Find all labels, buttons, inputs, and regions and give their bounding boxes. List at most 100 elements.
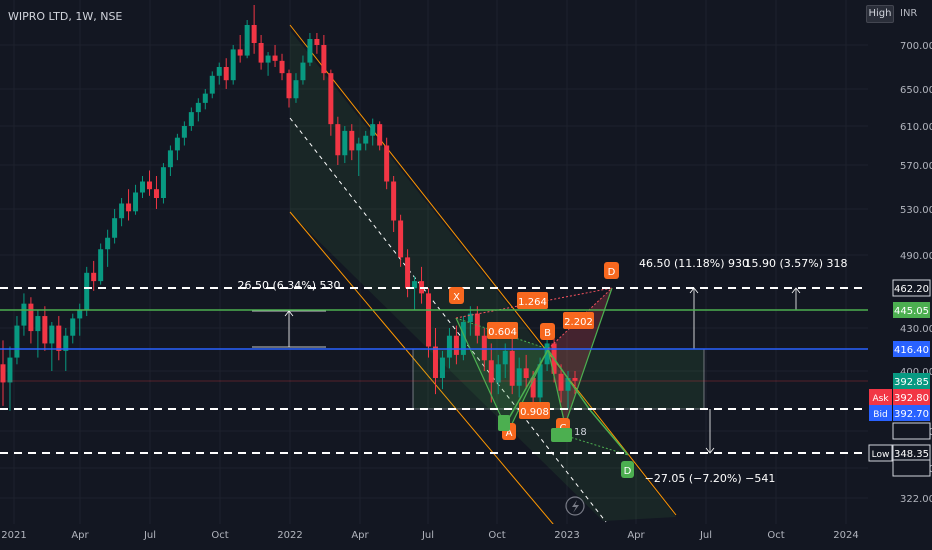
candle-14 [98,243,104,285]
candle-59 [412,276,418,311]
candle-31 [216,62,222,85]
candle-73 [509,335,515,395]
candle-75 [523,354,529,390]
svg-text:0.604: 0.604 [488,327,517,338]
candles [0,5,578,411]
candle-57 [398,214,404,267]
svg-text:18: 18 [574,427,587,438]
candle-27 [188,107,194,131]
measure-label-2: 46.50 (11.18%) 930 [639,257,749,270]
price-tag-6: 348.35 Low [868,444,931,462]
svg-text:B: B [544,328,551,339]
ratio-2202-label: 2.202 [563,312,594,329]
candle-38 [265,52,271,76]
svg-text:D: D [608,267,616,278]
candle-46 [321,35,327,81]
alert-icon [565,496,585,516]
candle-42 [293,73,299,103]
candle-20 [140,176,146,198]
x-tick-3: Oct [211,530,228,541]
x-tick-7: Oct [488,530,505,541]
candle-47 [328,69,334,136]
candle-17 [119,198,125,227]
candle-61 [426,288,432,358]
candle-12 [84,266,90,317]
candle-32 [223,58,229,89]
second-point-c-label: C [551,428,572,442]
price-tag-1: 445.05 [893,302,930,318]
price-tag-3: 392.85 [893,373,930,389]
price-tags: 462.20 445.05 416.40 392.85 392.80 Ask 392.70 B… [868,279,931,477]
candle-18 [126,189,132,221]
candle-66 [460,316,466,361]
y-tick-4: 530.00 [900,205,932,216]
svg-text:1.264: 1.264 [518,297,547,308]
candle-8 [56,316,62,361]
svg-text:392.85: 392.85 [894,377,929,388]
svg-text:416.40: 416.40 [894,345,929,356]
candle-56 [391,176,397,232]
candle-41 [286,69,292,108]
svg-text:Bid: Bid [873,410,887,420]
candle-37 [258,35,264,70]
svg-text:Ask: Ask [872,394,889,404]
candle-54 [377,121,383,151]
candle-78 [544,335,550,371]
candle-34 [237,35,243,63]
candle-4 [28,297,34,344]
symbol-title: WIPRO LTD, 1W, NSE [8,10,123,23]
second-pattern-lines [504,348,629,456]
svg-text:X: X [453,292,460,303]
candle-2 [14,316,20,365]
y-tick-0: 700.00 [900,41,932,52]
candle-64 [446,328,452,369]
second-ratio-label: 18 [574,427,587,438]
candle-24 [167,145,173,176]
candle-70 [488,343,494,403]
candle-43 [300,55,306,85]
svg-text:Low: Low [872,450,890,460]
candle-44 [307,33,313,67]
candle-53 [370,118,376,146]
high-button[interactable]: High [866,5,894,23]
point-x-label: X [449,287,464,304]
candle-80 [558,364,564,403]
candle-36 [251,5,257,54]
harmonic-bcd-fill [548,288,612,425]
measure-label-4: −27.05 (−7.20%) −541 [645,472,776,485]
svg-text:C: C [558,432,564,442]
candle-26 [181,121,187,146]
candle-19 [133,184,139,215]
candle-35 [244,20,250,59]
x-tick-10: Jul [699,530,712,541]
ratio-1264-label: 1.264 [517,292,548,309]
harmonic-xab-fill [456,318,548,432]
candle-0 [0,340,6,406]
y-tick-3: 570.00 [900,161,932,172]
y-tick-7: 400.00 [900,367,932,378]
measure-label-3: 15.90 (3.57%) 318 [744,257,847,270]
candle-67 [467,306,473,336]
svg-text:D: D [624,466,632,477]
y-tick-1: 650.00 [900,85,932,96]
x-tick-0: 2021 [1,530,26,541]
y-tick-2: 610.00 [900,122,932,133]
alert-icon-bolt [572,500,579,513]
candle-15 [105,229,111,267]
ratio-0908-label: 0.908 [519,402,550,419]
measure-arrowhead-3 [791,287,801,294]
projection-box [412,348,705,410]
candle-5 [35,310,41,358]
point-d-label: D [604,262,619,279]
candle-58 [405,249,411,298]
candle-7 [49,322,55,371]
y-tick-6: 430.00 [900,324,932,335]
measure-label-1: 26.50 (6.34%) 530 [237,279,340,292]
candle-55 [384,137,390,190]
candle-52 [363,130,369,151]
candle-39 [272,45,278,67]
measure-arrowhead-4 [705,447,715,454]
candle-23 [160,163,166,204]
channel-mid-line [289,117,607,523]
